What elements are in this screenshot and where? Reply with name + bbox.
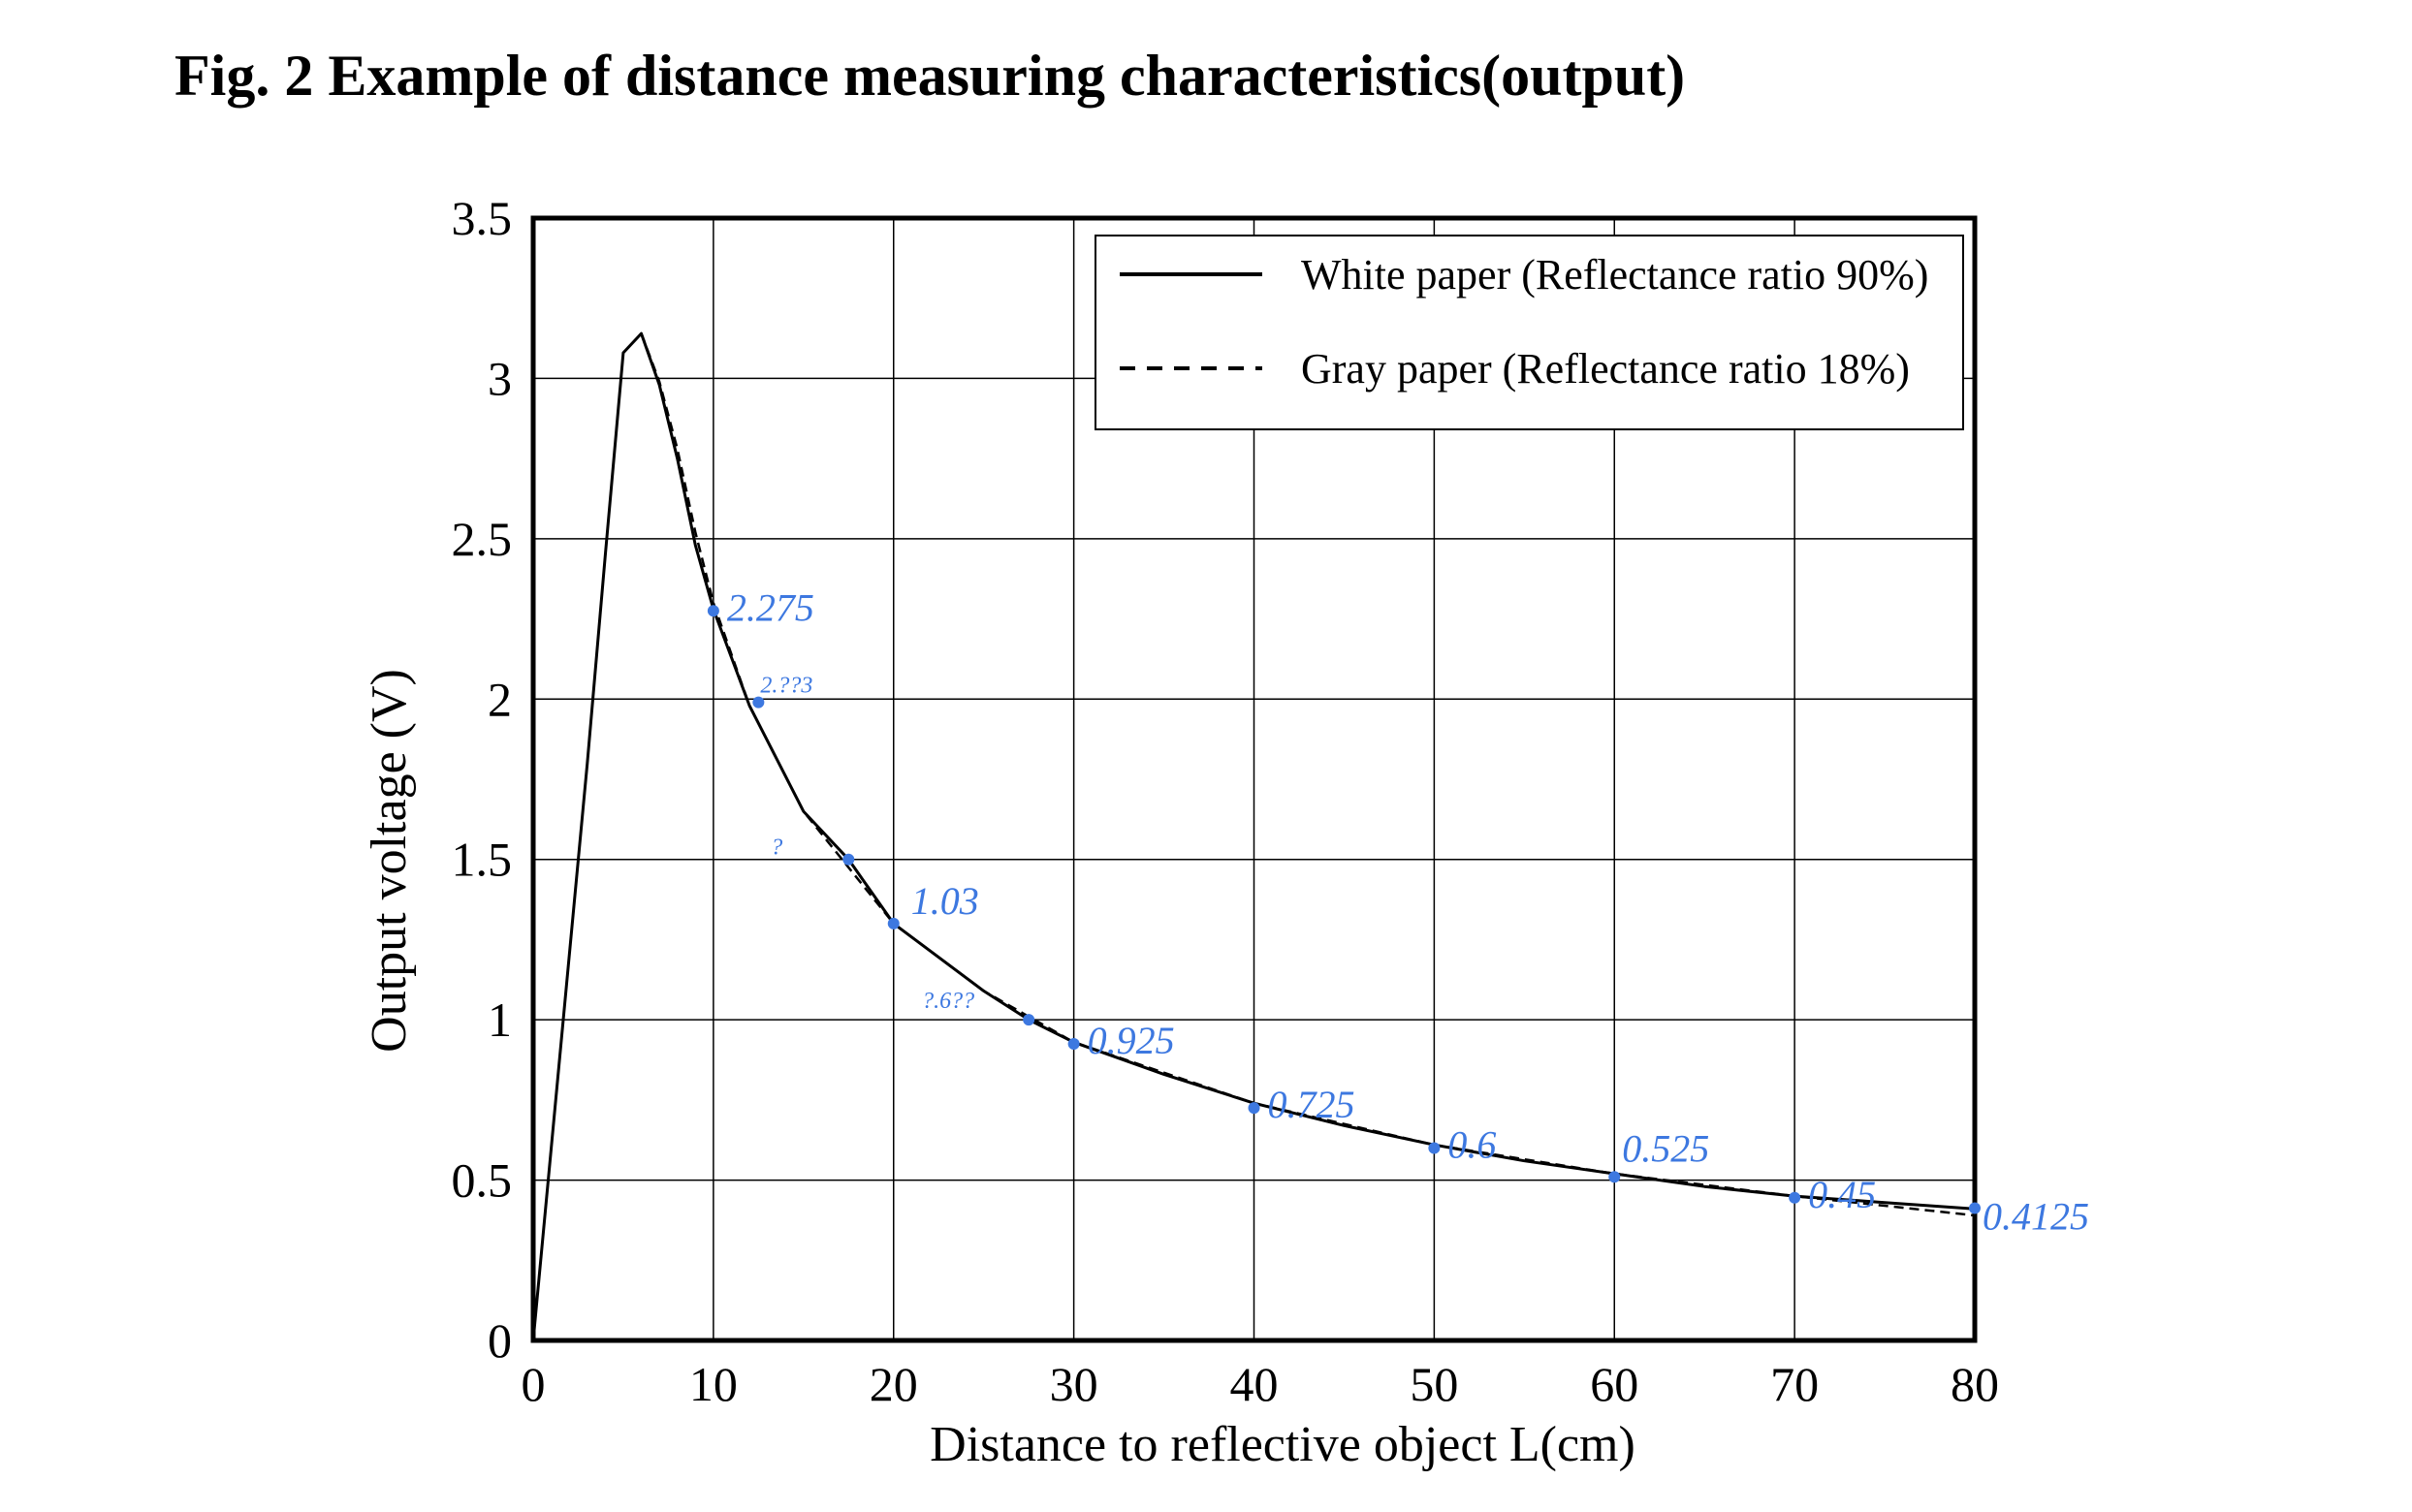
x-axis-label: Distance to reflective object L(cm): [930, 1417, 1635, 1472]
annotation-label: ?.6??: [922, 989, 974, 1014]
handwritten-annotations: 2.275 2.??3? 1.03 ?.6?? 0.925 0.725 0.6 0.525 0.…: [707, 585, 2089, 1239]
x-tick-label: 40: [1230, 1357, 1279, 1411]
y-axis-label: Output voltage (V): [362, 669, 417, 1053]
annotation-point: [752, 696, 765, 709]
annotation-label: 0.45: [1808, 1173, 1876, 1216]
x-tick-label: 80: [1951, 1357, 1999, 1411]
plot-frame: [530, 215, 1978, 1343]
annotation-label: 0.6: [1447, 1122, 1496, 1166]
annotation-label: 1.03: [911, 879, 979, 923]
series-line-gray-paper: [640, 332, 1976, 1217]
annotation-label: 0.725: [1268, 1083, 1355, 1126]
y-tick-label: 3: [488, 351, 512, 405]
x-tick-label: 50: [1410, 1357, 1458, 1411]
x-tick-label: 10: [689, 1357, 738, 1411]
annotation-point: [887, 917, 900, 929]
chart-title: Fig. 2 Example of distance measuring cha…: [175, 44, 1685, 108]
y-tick-label: 0.5: [452, 1153, 513, 1208]
y-tick-label: 0: [488, 1313, 512, 1368]
axes: 0 10 20 30 40 50 60 70 80 0 0.5 1 1.5 2 2.5 3 3.5: [452, 191, 2000, 1411]
annotation-point: [1067, 1037, 1080, 1050]
annotation-point: [1969, 1202, 1981, 1214]
annotation-point: [1789, 1191, 1801, 1204]
annotation-point: [1248, 1102, 1260, 1115]
x-tick-label: 0: [522, 1357, 546, 1411]
annotation-label: 0.525: [1622, 1126, 1709, 1170]
legend-label: Gray paper (Reflectance ratio 18%): [1301, 345, 1910, 393]
annotation-point: [842, 853, 855, 866]
y-tick-label: 3.5: [452, 191, 513, 245]
x-tick-label: 20: [870, 1357, 918, 1411]
x-tick-label: 70: [1770, 1357, 1819, 1411]
legend-box: [1095, 235, 1964, 430]
y-tick-label: 2.5: [452, 512, 513, 566]
x-tick-label: 60: [1590, 1357, 1638, 1411]
series-lines: [531, 331, 1976, 1341]
y-tick-label: 1: [488, 992, 512, 1047]
annotation-point: [1608, 1171, 1621, 1183]
annotation-point: [707, 605, 719, 617]
series-line-white-paper: [531, 331, 1976, 1341]
y-tick-label: 2: [488, 672, 512, 726]
annotation-label: 2.??3: [760, 674, 812, 699]
annotation-point: [1428, 1142, 1441, 1154]
y-tick-label: 1.5: [452, 833, 513, 887]
annotation-label: 0.925: [1088, 1019, 1175, 1062]
legend-label: White paper (Reflectance ratio 90%): [1301, 251, 1928, 299]
annotation-label: 0.4125: [1983, 1195, 2089, 1239]
annotation-point: [1023, 1014, 1035, 1026]
annotation-label: 2.275: [727, 585, 814, 629]
x-tick-label: 30: [1050, 1357, 1098, 1411]
annotation-label: ?: [771, 835, 782, 861]
legend: White paper (Reflectance ratio 90%) Gray …: [1095, 235, 1964, 430]
